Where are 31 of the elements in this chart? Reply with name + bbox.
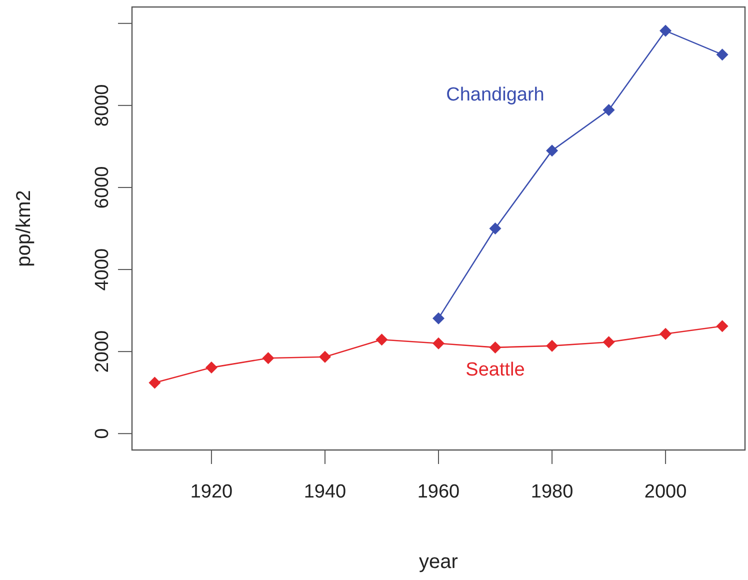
point xyxy=(432,337,444,350)
series-label: Seattle xyxy=(466,359,525,380)
point xyxy=(660,328,672,340)
y-tick-label: 2000 xyxy=(92,330,113,373)
point xyxy=(602,336,615,348)
point xyxy=(376,334,388,346)
point xyxy=(546,340,558,352)
y-tick-label: 8000 xyxy=(92,84,113,127)
point xyxy=(489,222,502,234)
x-tick-label: 1980 xyxy=(530,481,574,502)
x-tick-label: 1920 xyxy=(190,481,233,502)
point xyxy=(432,312,444,324)
y-tick-label: 0 xyxy=(92,428,113,439)
point xyxy=(205,362,218,374)
point xyxy=(489,341,502,354)
point xyxy=(716,48,728,61)
point xyxy=(546,144,558,157)
point xyxy=(660,24,672,37)
text: Chandigarh xyxy=(446,84,544,106)
y-axis-title: pop/km2 xyxy=(13,190,35,267)
point xyxy=(262,352,274,364)
x-tick-label: 1960 xyxy=(417,481,460,502)
point xyxy=(602,104,615,116)
point xyxy=(318,350,331,363)
point xyxy=(148,376,161,389)
x-axis-title: year xyxy=(419,551,458,573)
y-tick-label: 6000 xyxy=(92,166,113,209)
y-tick-label: 4000 xyxy=(92,248,113,291)
x-tick-label: 1940 xyxy=(304,481,346,502)
point xyxy=(716,320,728,332)
x-tick-label: 2000 xyxy=(644,481,687,502)
